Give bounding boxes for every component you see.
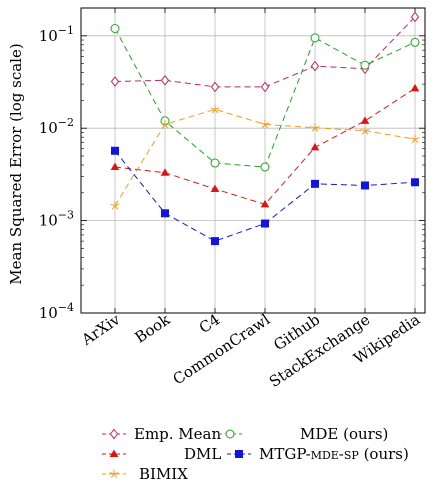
data-point-mde-ours <box>260 162 270 172</box>
data-point-bimix <box>410 134 420 144</box>
data-point-emp-mean <box>210 81 220 93</box>
legend-label-dml: DML <box>184 445 221 463</box>
data-point-emp-mean <box>310 60 320 72</box>
y-tick-label-base: 10 <box>39 212 58 230</box>
axis-ticks <box>81 8 425 314</box>
legend-entry-bimix <box>102 469 126 478</box>
data-point-mtgp-mde-sp-ours <box>111 146 119 155</box>
data-point-bimix <box>310 123 320 132</box>
data-point-bimix <box>210 104 220 114</box>
data-point-mtgp-mde-sp-ours <box>311 179 319 188</box>
legend-entry-emp-mean <box>102 428 126 440</box>
series-bimix <box>110 104 420 210</box>
data-point-emp-mean <box>410 11 420 23</box>
data-point-dml <box>410 83 420 92</box>
data-point-bimix <box>110 201 120 210</box>
legend-label-mtgp-suffix: (ours) <box>359 445 409 463</box>
data-point-mtgp-mde-sp-ours <box>161 209 169 218</box>
data-point-mde-ours <box>110 23 120 33</box>
legend-label-bimix: BIMIX <box>139 465 188 483</box>
legend-marker <box>109 469 119 478</box>
y-tick-label-exp: −2 <box>58 116 74 129</box>
y-tick-labels: 10−110−210−310−4 <box>39 24 74 322</box>
data-point-mde-ours <box>210 158 220 168</box>
y-tick-label: 10−2 <box>39 116 74 137</box>
legend-label-mtgp: MTGP-mde-sp (ours) <box>259 445 409 463</box>
data-point-dml <box>260 199 270 208</box>
data-point-mde-ours <box>410 37 420 47</box>
data-point-dml <box>360 116 370 124</box>
data-point-mde-ours <box>360 60 370 70</box>
x-tick-labels: ArXiv Book C4CommonCrawlGithubStackExchang… <box>78 310 424 391</box>
y-tick-label: 10−4 <box>39 301 74 322</box>
data-point-emp-mean <box>160 74 170 86</box>
y-tick-label: 10−3 <box>39 209 74 230</box>
x-tick-label: C4 <box>196 310 224 337</box>
legend-label-mtgp-prefix: MTGP- <box>259 445 311 463</box>
data-point-bimix <box>360 126 370 135</box>
legend-entry-mde <box>218 429 242 439</box>
data-point-mtgp-mde-sp-ours <box>211 237 219 246</box>
legend-marker <box>225 429 235 439</box>
series-dml <box>110 83 420 208</box>
x-tick-label: ArXiv <box>78 310 124 349</box>
y-tick-label-base: 10 <box>39 119 58 137</box>
x-tick-label: CommonCrawl <box>170 310 274 388</box>
data-point-mtgp-mde-sp-ours <box>361 181 369 190</box>
grid <box>81 8 425 314</box>
data-point-mtgp-mde-sp-ours <box>411 178 419 187</box>
data-point-bimix <box>260 119 270 129</box>
legend-label-mde: MDE (ours) <box>300 425 388 443</box>
legend-marker <box>235 450 243 458</box>
legend-entry-dml <box>102 449 126 457</box>
y-tick-label-base: 10 <box>39 304 58 322</box>
legend-marker <box>109 428 119 440</box>
data-point-dml <box>310 142 320 151</box>
y-tick-label-base: 10 <box>39 27 58 45</box>
y-tick-label-exp: −3 <box>58 209 74 222</box>
y-tick-label-exp: −1 <box>58 24 74 37</box>
legend-label-emp-mean: Emp. Mean <box>134 425 221 443</box>
data-point-bimix <box>160 119 170 129</box>
series-mtgp-mde-sp-ours <box>111 146 419 246</box>
plot-frame <box>80 7 426 314</box>
y-tick-label: 10−1 <box>39 24 74 45</box>
series-lines <box>110 11 420 246</box>
y-tick-label-exp: −4 <box>58 301 74 314</box>
legend: Emp. Mean MDE (ours) DML MTGP-mde-sp (ou… <box>102 425 409 483</box>
data-point-dml <box>210 184 220 192</box>
data-point-dml <box>110 162 120 171</box>
legend-label-mtgp-smallcaps: mde-sp <box>311 445 360 463</box>
data-point-mtgp-mde-sp-ours <box>261 219 269 228</box>
x-tick-label: Book <box>132 310 174 347</box>
data-point-mde-ours <box>310 33 320 43</box>
y-axis-label: Mean Squared Error (log scale) <box>7 43 25 284</box>
data-point-emp-mean <box>110 76 120 87</box>
legend-entry-mtgp <box>227 450 251 458</box>
data-point-dml <box>160 168 170 176</box>
legend-marker <box>109 449 119 457</box>
data-point-emp-mean <box>260 81 270 93</box>
